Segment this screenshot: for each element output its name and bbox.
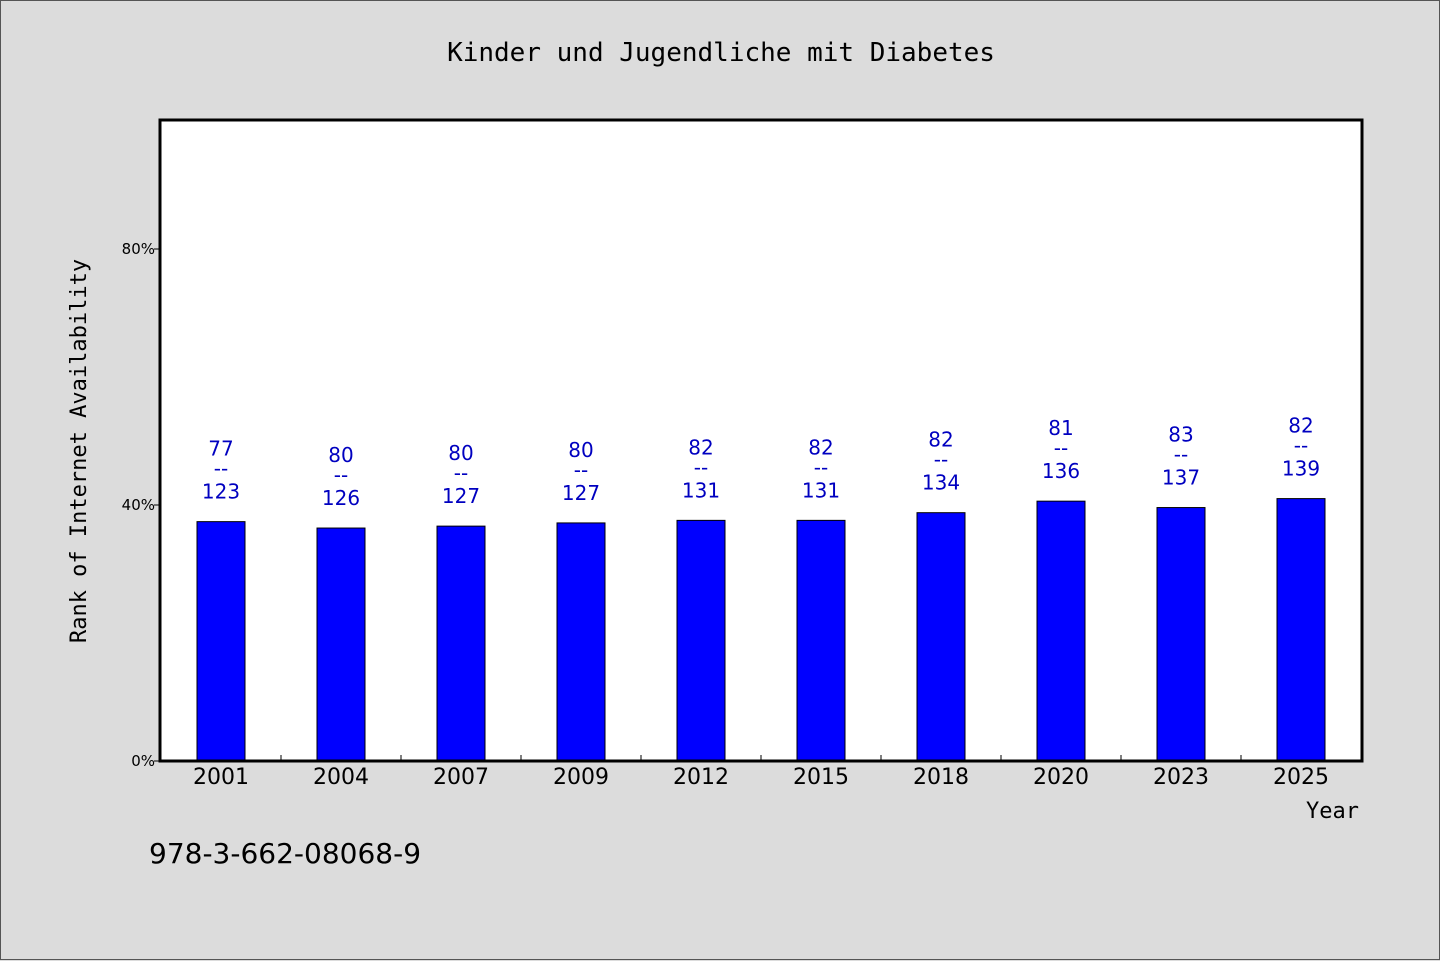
x-tick-label: 2007 xyxy=(433,765,489,790)
bar-value-label-top: 80 xyxy=(448,441,473,465)
bar-value-label-top: 82 xyxy=(808,435,833,459)
bar-value-label-separator: -- xyxy=(574,458,588,482)
bar-value-label-top: 83 xyxy=(1168,423,1193,447)
bar xyxy=(1276,498,1326,762)
bar-value-label-bottom: 131 xyxy=(682,478,720,502)
bar-value-label-separator: -- xyxy=(1054,436,1068,460)
bar xyxy=(676,519,726,762)
bar-value-label-separator: -- xyxy=(454,461,468,485)
x-axis: 2001 2004 2007 2009 2012 2015 2018 2020 2023 2025 xyxy=(193,755,1329,790)
bar-value-label-bottom: 136 xyxy=(1042,459,1080,483)
bar-value-label-top: 80 xyxy=(568,438,593,462)
x-tick-label: 2004 xyxy=(313,765,369,790)
y-tick-label: 40% xyxy=(122,496,155,514)
bar-value-label-top: 81 xyxy=(1048,416,1073,440)
bar xyxy=(796,519,846,762)
bar-value-label-top: 80 xyxy=(328,443,353,467)
bar-value-label-separator: -- xyxy=(934,448,948,472)
chart-title: Kinder und Jugendliche mit Diabetes xyxy=(447,38,995,68)
bars-group: 77--12380--12680--12780--12782--13182--1… xyxy=(196,414,1326,762)
bar xyxy=(1036,500,1086,762)
bar-value-label-separator: -- xyxy=(334,463,348,487)
bar xyxy=(556,522,606,762)
bar-value-label-separator: -- xyxy=(1294,434,1308,458)
x-tick-label: 2001 xyxy=(193,765,249,790)
bar-value-label-bottom: 137 xyxy=(1162,466,1200,490)
plot-border xyxy=(158,118,1364,763)
bar-value-label-separator: -- xyxy=(1174,443,1188,467)
bar-value-label-top: 82 xyxy=(928,428,953,452)
bar xyxy=(1156,507,1206,762)
bar-value-label-bottom: 127 xyxy=(562,481,600,505)
x-tick-label: 2025 xyxy=(1273,765,1329,790)
bar-value-label-bottom: 134 xyxy=(922,471,960,495)
bar-value-label-bottom: 123 xyxy=(202,480,240,504)
x-tick-label: 2015 xyxy=(793,765,849,790)
bar-value-label-bottom: 126 xyxy=(322,486,360,510)
x-tick-label: 2023 xyxy=(1153,765,1209,790)
bar-value-label-bottom: 139 xyxy=(1282,457,1320,481)
bar-value-label-top: 82 xyxy=(1288,414,1313,438)
y-tick-label: 80% xyxy=(122,240,155,258)
bar xyxy=(196,521,246,762)
bar-value-label-top: 77 xyxy=(208,437,233,461)
bar-value-label-bottom: 127 xyxy=(442,484,480,508)
x-tick-label: 2009 xyxy=(553,765,609,790)
bar-value-label-separator: -- xyxy=(694,455,708,479)
y-axis-label: Rank of Internet Availability xyxy=(67,259,92,643)
x-tick-label: 2020 xyxy=(1033,765,1089,790)
x-tick-label: 2012 xyxy=(673,765,729,790)
x-axis-label: Year xyxy=(1306,799,1359,824)
x-tick-label: 2018 xyxy=(913,765,969,790)
bar xyxy=(916,512,966,762)
bar xyxy=(436,525,486,762)
bar-value-label-separator: -- xyxy=(214,457,228,481)
bar-value-label-separator: -- xyxy=(814,455,828,479)
y-axis: 0% 40% 80% xyxy=(122,240,161,770)
bar-value-label-top: 82 xyxy=(688,435,713,459)
footer-code: 978-3-662-08068-9 xyxy=(149,837,421,870)
y-tick-label: 0% xyxy=(131,752,155,770)
bar xyxy=(316,527,366,762)
bar-value-label-bottom: 131 xyxy=(802,478,840,502)
